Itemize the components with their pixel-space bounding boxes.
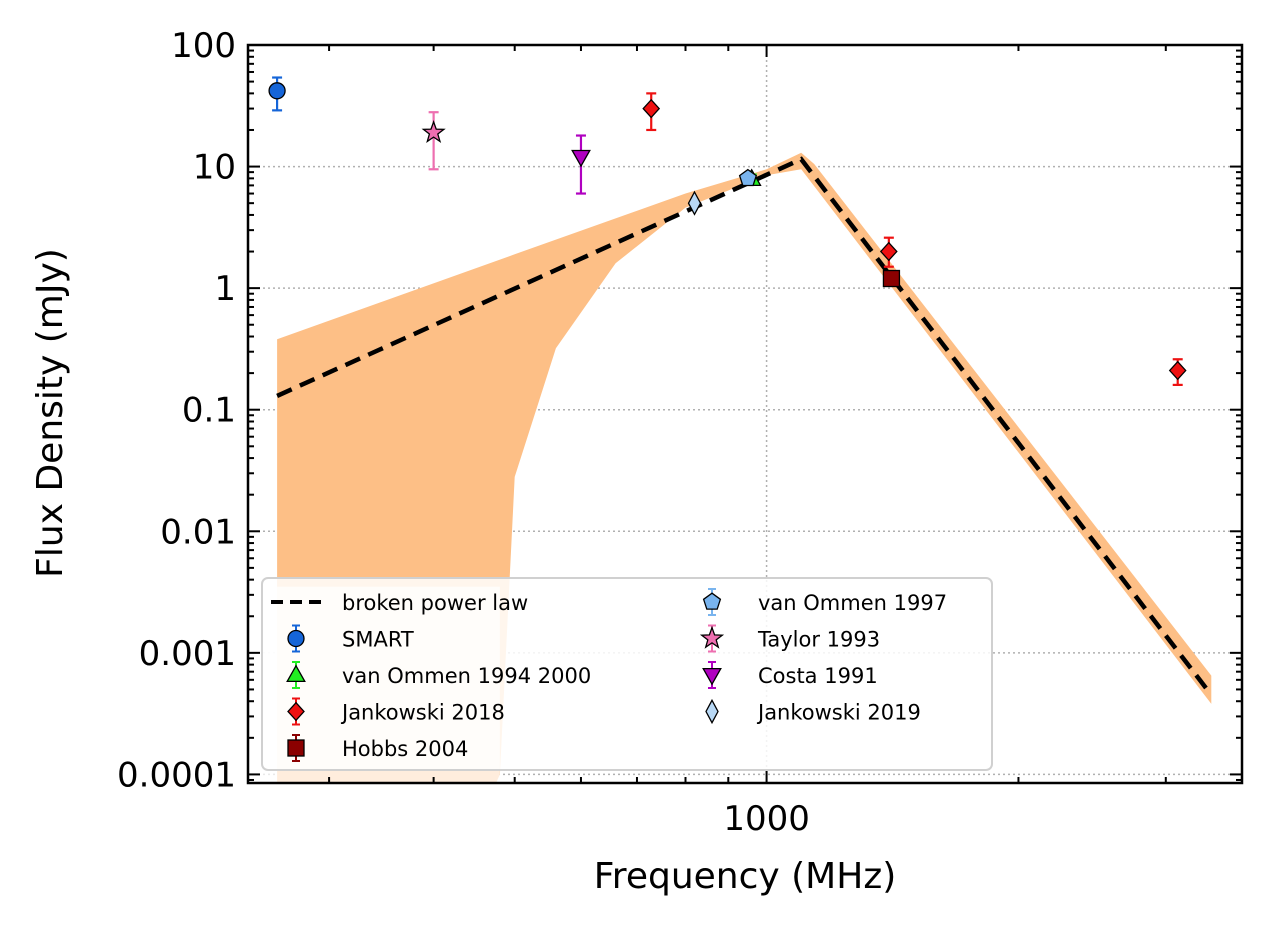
legend-marker-smart — [287, 629, 305, 648]
x-tick-label: 1000 — [723, 799, 810, 839]
legend-entry-van-ommen-1997: van Ommen 1997 — [702, 588, 947, 616]
uncertainty-band-area — [277, 152, 1212, 783]
legend-label-van-ommen-1997: van Ommen 1997 — [758, 591, 947, 615]
series-hobbs-2004 — [882, 269, 901, 288]
legend-label-broken-power-law: broken power law — [342, 591, 528, 615]
y-tick-label: 1 — [214, 269, 236, 309]
legend-label-hobbs-2004: Hobbs 2004 — [342, 737, 468, 761]
y-tick-label: 0.001 — [139, 634, 236, 674]
legend-entry-hobbs-2004: Hobbs 2004 — [287, 734, 468, 762]
data-point-jankowski-2018 — [1168, 360, 1187, 381]
series-smart — [268, 76, 286, 112]
y-tick-label: 100 — [171, 26, 236, 66]
legend-label-taylor-1993: Taylor 1993 — [757, 628, 880, 652]
legend-entry-broken-power-law: broken power law — [271, 591, 528, 615]
legend-marker-costa-1991 — [702, 667, 722, 686]
data-point-smart — [268, 82, 286, 100]
data-point-taylor-1993 — [421, 119, 446, 143]
plot-frame — [246, 43, 1244, 785]
legend-label-van-ommen-1994-2000: van Ommen 1994 2000 — [342, 664, 591, 688]
legend-entry-jankowski-2019: Jankowski 2019 — [705, 698, 921, 725]
legend: broken power law SMART van Ommen 1994 2000… — [261, 577, 993, 771]
legend-marker-van-ommen-1997 — [702, 592, 722, 610]
legend-marker-jankowski-2019 — [705, 698, 719, 725]
y-tick-label: 10 — [193, 148, 236, 188]
data-point-jankowski-2018 — [879, 241, 898, 262]
legend-marker-van-ommen-1994-2000 — [286, 664, 306, 683]
legend-box — [261, 577, 993, 771]
data-point-van-ommen-1997 — [738, 168, 758, 187]
series-costa-1991 — [571, 134, 591, 195]
legend-marker-hobbs-2004 — [287, 739, 305, 757]
series-jankowski-2019 — [687, 190, 702, 216]
legend-marker-jankowski-2018 — [287, 701, 305, 722]
broken-power-law-line — [276, 156, 1214, 697]
data-point-jankowski-2018 — [642, 98, 661, 119]
y-tick-label: 0.0001 — [117, 755, 236, 795]
tick-labels: 100 10 1 0.1 0.01 0.001 0.0001 1000 — [117, 26, 810, 839]
legend-marker-taylor-1993 — [699, 625, 725, 649]
series-taylor-1993 — [421, 111, 446, 171]
model-line — [276, 156, 1214, 697]
legend-label-jankowski-2019: Jankowski 2019 — [756, 701, 921, 725]
legend-label-jankowski-2018: Jankowski 2018 — [340, 701, 505, 725]
series-jankowski-2018 — [642, 92, 1187, 386]
legend-entry-taylor-1993: Taylor 1993 — [699, 624, 880, 653]
legend-entry-costa-1991: Costa 1991 — [702, 661, 878, 689]
data-point-jankowski-2019 — [687, 190, 702, 216]
axes — [246, 43, 1244, 785]
x-axis-label: Frequency (MHz) — [594, 856, 897, 897]
legend-entry-jankowski-2018: Jankowski 2018 — [287, 697, 505, 726]
y-tick-label: 0.1 — [182, 391, 236, 431]
data-points — [268, 76, 1187, 386]
y-axis-label: Flux Density (mJy) — [30, 248, 71, 578]
legend-label-costa-1991: Costa 1991 — [758, 664, 878, 688]
series-van-ommen-1997 — [738, 168, 758, 187]
legend-label-smart: SMART — [342, 628, 414, 652]
legend-entry-smart: SMART — [287, 624, 414, 653]
y-tick-label: 0.01 — [160, 512, 236, 552]
data-point-costa-1991 — [571, 149, 591, 168]
data-point-hobbs-2004 — [882, 269, 901, 288]
legend-entry-van-ommen-1994-2000: van Ommen 1994 2000 — [286, 661, 591, 689]
